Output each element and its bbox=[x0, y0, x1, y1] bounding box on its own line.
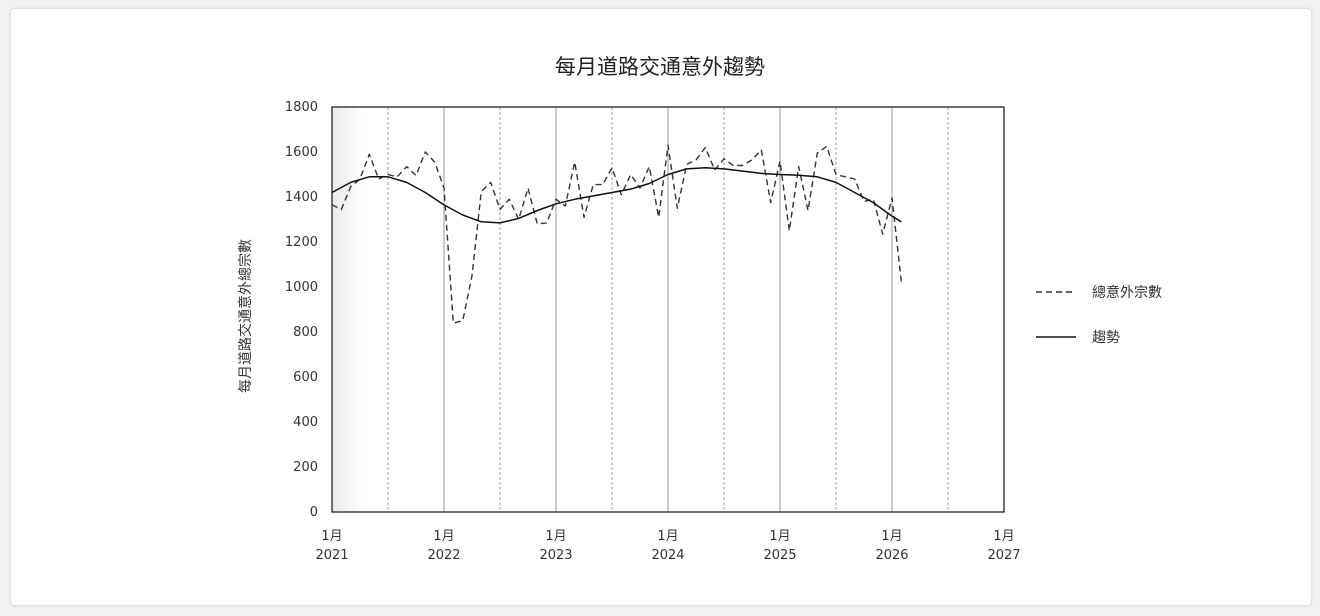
x-tick-year-label: 2027 bbox=[987, 548, 1020, 563]
series-line-total-accidents bbox=[331, 144, 902, 324]
y-tick-label: 0 bbox=[310, 505, 318, 520]
y-tick-label: 200 bbox=[293, 460, 318, 475]
y-tick-label: 1600 bbox=[285, 145, 318, 160]
y-tick-label: 1000 bbox=[285, 280, 318, 295]
plot-area bbox=[331, 106, 1005, 513]
x-tick-month-label: 1月 bbox=[881, 529, 902, 544]
y-tick-label: 800 bbox=[293, 325, 318, 340]
x-tick-year-label: 2022 bbox=[427, 548, 460, 563]
y-axis-label: 每月道路交通意外總宗數 bbox=[237, 239, 254, 393]
x-tick-month-label: 1月 bbox=[993, 529, 1014, 544]
y-tick-label: 1200 bbox=[285, 235, 318, 250]
plot-left-shade bbox=[332, 107, 364, 512]
legend-label: 總意外宗數 bbox=[1092, 284, 1162, 301]
series-line-trend bbox=[331, 167, 902, 224]
x-axis-ticks: 1月 2021 1月 2022 1月 2023 1月 2024 1月 2025 1月 2026 1月 20… bbox=[315, 529, 1020, 563]
x-tick-year-label: 2024 bbox=[651, 548, 684, 563]
x-tick-month-label: 1月 bbox=[433, 529, 454, 544]
y-axis-ticks: 0 200 400 600 800 1000 1200 1400 1600 1800 bbox=[285, 100, 318, 520]
x-tick-month-label: 1月 bbox=[657, 529, 678, 544]
x-tick-year-label: 2023 bbox=[539, 548, 572, 563]
y-tick-label: 1800 bbox=[285, 100, 318, 115]
x-tick-month-label: 1月 bbox=[321, 529, 342, 544]
x-tick-year-label: 2025 bbox=[763, 548, 796, 563]
plot-frame bbox=[331, 106, 1005, 513]
x-tick-month-label: 1月 bbox=[545, 529, 566, 544]
y-tick-label: 400 bbox=[293, 415, 318, 430]
x-tick-year-label: 2026 bbox=[875, 548, 908, 563]
y-tick-label: 600 bbox=[293, 370, 318, 385]
chart-title: 每月道路交通意外趨勢 bbox=[555, 55, 765, 79]
series-layer bbox=[331, 144, 902, 324]
y-tick-label: 1400 bbox=[285, 190, 318, 205]
x-tick-year-label: 2021 bbox=[315, 548, 348, 563]
x-tick-month-label: 1月 bbox=[769, 529, 790, 544]
legend-label: 趨勢 bbox=[1092, 330, 1120, 346]
